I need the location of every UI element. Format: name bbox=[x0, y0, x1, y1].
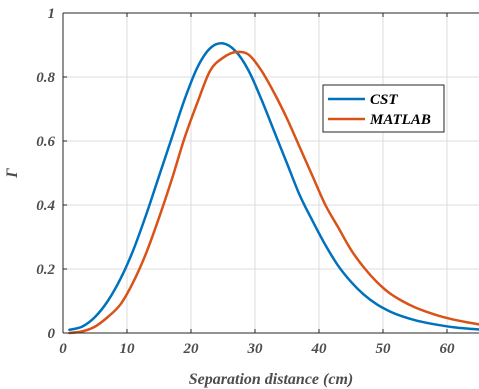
y-tick-label: 1 bbox=[48, 6, 56, 22]
series-line-matlab bbox=[68, 50, 479, 335]
y-axis-label: Γ bbox=[4, 168, 21, 179]
axes bbox=[62, 12, 479, 334]
legend-label-cst: CST bbox=[370, 92, 398, 108]
y-tick-label: 0.4 bbox=[36, 198, 55, 214]
legend: CST MATLAB bbox=[322, 84, 445, 133]
legend-box bbox=[322, 84, 445, 133]
series-line-cst bbox=[68, 42, 479, 332]
series-layer bbox=[68, 42, 479, 335]
x-tick-label: 50 bbox=[376, 341, 392, 357]
tick-labels: 0 10 20 30 40 50 60 0 0.2 0.4 0.6 0.8 1 bbox=[36, 6, 455, 357]
x-tick-label: 40 bbox=[311, 341, 328, 357]
y-tick-label: 0.6 bbox=[36, 134, 55, 150]
x-tick-label: 0 bbox=[59, 341, 67, 357]
y-tick-label: 0.8 bbox=[36, 70, 55, 86]
x-tick-label: 10 bbox=[120, 341, 136, 357]
legend-label-matlab: MATLAB bbox=[369, 112, 431, 128]
y-tick-label: 0.2 bbox=[36, 262, 55, 278]
x-tick-label: 30 bbox=[247, 341, 264, 357]
x-tick-label: 20 bbox=[183, 341, 200, 357]
x-tick-label: 60 bbox=[440, 341, 456, 357]
y-tick-label: 0 bbox=[48, 326, 56, 342]
grid-lines bbox=[63, 13, 479, 333]
x-axis-label: Separation distance (cm) bbox=[189, 371, 353, 388]
